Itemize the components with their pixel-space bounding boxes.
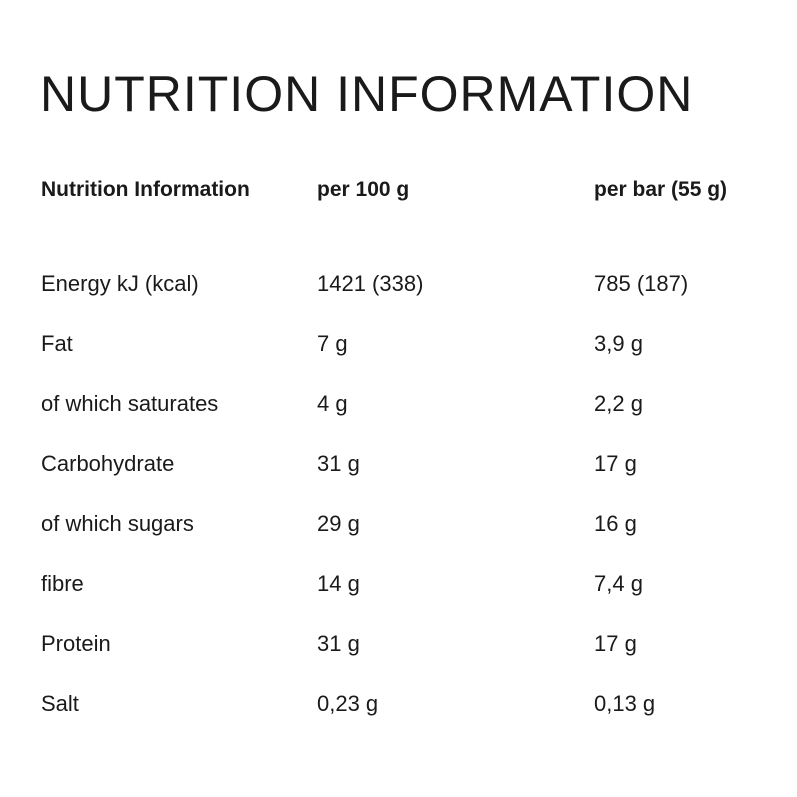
value-per-100g: 4 g bbox=[317, 391, 348, 416]
nutrient-name: Salt bbox=[41, 691, 79, 716]
table-row: of which saturates 4 g 2,2 g bbox=[0, 384, 797, 424]
nutrient-name: Energy kJ (kcal) bbox=[41, 271, 199, 296]
table-row: Energy kJ (kcal) 1421 (338) 785 (187) bbox=[0, 264, 797, 304]
value-per-bar: 3,9 g bbox=[594, 331, 643, 356]
value-per-100g: 31 g bbox=[317, 451, 360, 476]
table-row: Fat 7 g 3,9 g bbox=[0, 324, 797, 364]
nutrient-name: Fat bbox=[41, 331, 73, 356]
value-per-bar: 17 g bbox=[594, 631, 637, 656]
table-row: fibre 14 g 7,4 g bbox=[0, 564, 797, 604]
value-per-bar: 0,13 g bbox=[594, 691, 656, 716]
value-per-bar: 17 g bbox=[594, 451, 637, 476]
table-row: Carbohydrate 31 g 17 g bbox=[0, 444, 797, 484]
nutrient-name: Protein bbox=[41, 631, 111, 656]
table-row: Salt 0,23 g 0,13 g bbox=[0, 684, 797, 724]
value-per-bar: 16 g bbox=[594, 511, 637, 536]
value-per-bar: 7,4 g bbox=[594, 571, 643, 596]
header-nutrient: Nutrition Information bbox=[41, 178, 250, 201]
value-per-100g: 7 g bbox=[317, 331, 348, 356]
value-per-100g: 29 g bbox=[317, 511, 360, 536]
table-row: of which sugars 29 g 16 g bbox=[0, 504, 797, 544]
header-per-100g: per 100 g bbox=[317, 178, 410, 201]
value-per-100g: 14 g bbox=[317, 571, 360, 596]
value-per-bar: 2,2 g bbox=[594, 391, 643, 416]
header-per-bar: per bar (55 g) bbox=[594, 178, 728, 201]
value-per-100g: 1421 (338) bbox=[317, 271, 424, 296]
table-header: Nutrition Information per 100 g per bar … bbox=[0, 170, 797, 210]
nutrient-name: of which saturates bbox=[41, 391, 219, 416]
nutrient-name: Carbohydrate bbox=[41, 451, 175, 476]
value-per-100g: 0,23 g bbox=[317, 691, 379, 716]
value-per-bar: 785 (187) bbox=[594, 271, 689, 296]
nutrient-name: of which sugars bbox=[41, 511, 194, 536]
nutrient-name: fibre bbox=[41, 571, 84, 596]
table-row: Protein 31 g 17 g bbox=[0, 624, 797, 664]
value-per-100g: 31 g bbox=[317, 631, 360, 656]
page-title: NUTRITION INFORMATION bbox=[40, 66, 694, 122]
